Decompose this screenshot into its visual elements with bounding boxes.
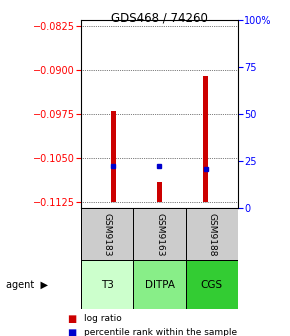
Text: CGS: CGS bbox=[201, 280, 223, 290]
Bar bbox=[81, 260, 133, 309]
Text: log ratio: log ratio bbox=[84, 314, 122, 323]
Text: ■: ■ bbox=[67, 314, 76, 324]
Bar bbox=[81, 208, 133, 260]
Bar bbox=[111, 111, 116, 202]
Bar bbox=[133, 208, 186, 260]
Text: GSM9163: GSM9163 bbox=[155, 213, 164, 256]
Text: GDS468 / 74260: GDS468 / 74260 bbox=[111, 12, 208, 25]
Text: T3: T3 bbox=[101, 280, 114, 290]
Text: agent  ▶: agent ▶ bbox=[6, 280, 48, 290]
Text: DITPA: DITPA bbox=[144, 280, 175, 290]
Bar bbox=[133, 260, 186, 309]
Bar bbox=[186, 208, 238, 260]
Text: GSM9188: GSM9188 bbox=[207, 213, 216, 256]
Text: ■: ■ bbox=[67, 328, 76, 336]
Bar bbox=[186, 260, 238, 309]
Bar bbox=[203, 76, 208, 202]
Text: percentile rank within the sample: percentile rank within the sample bbox=[84, 328, 237, 336]
Bar bbox=[157, 182, 162, 202]
Text: GSM9183: GSM9183 bbox=[103, 213, 112, 256]
